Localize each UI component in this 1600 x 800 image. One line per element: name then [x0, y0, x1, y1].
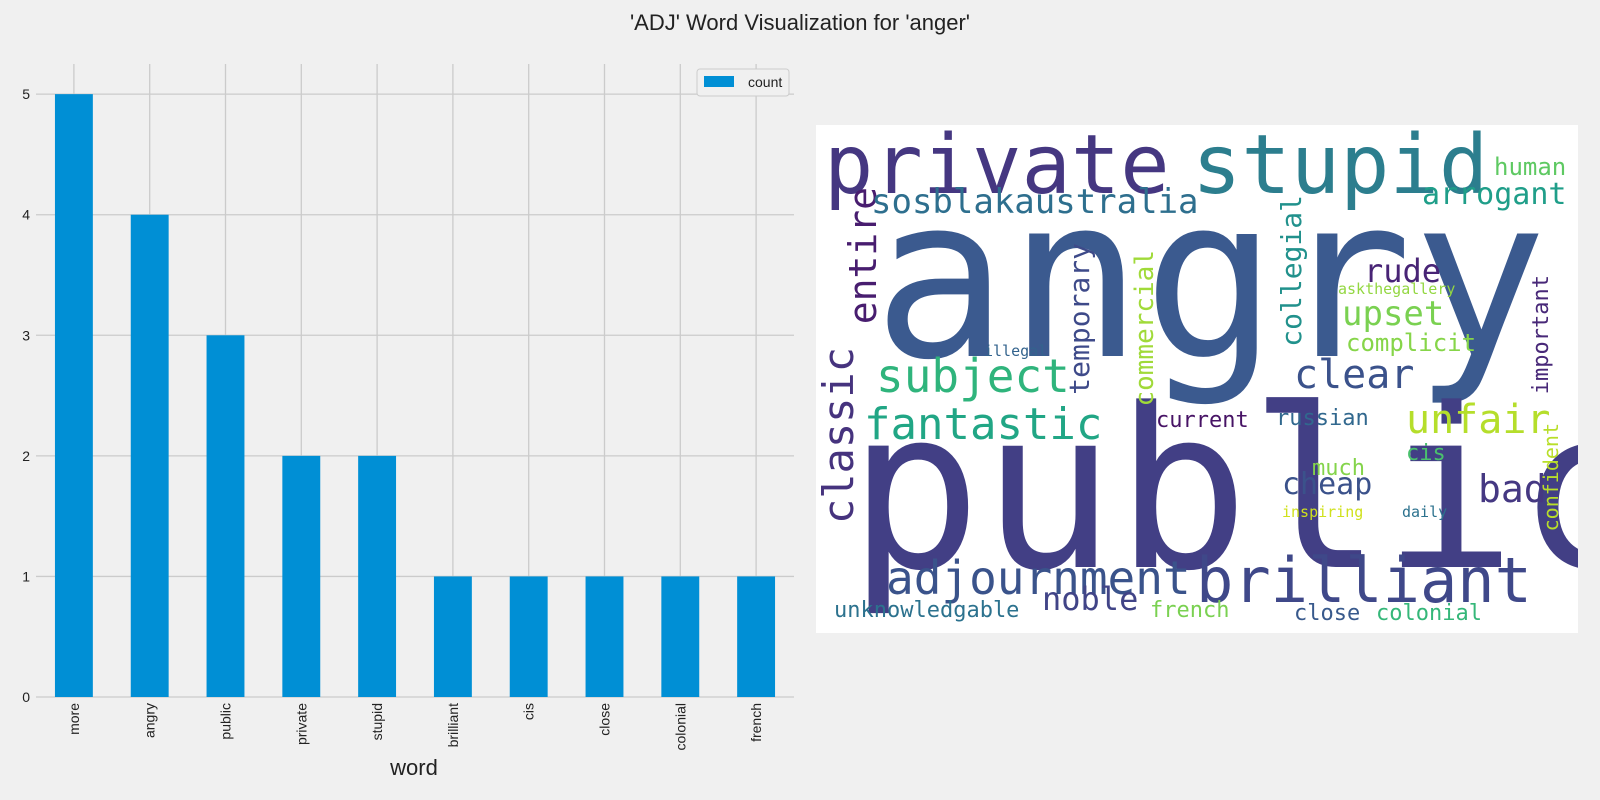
cloud-word-collegial: collegial — [1275, 195, 1308, 347]
cloud-word-noble: noble — [1042, 580, 1139, 618]
bar-private — [282, 455, 321, 697]
x-tick-label: private — [293, 703, 309, 745]
cloud-word-cis: cis — [1406, 441, 1446, 466]
cloud-word-unknowledgable: unknowledgable — [834, 598, 1020, 623]
legend-swatch — [704, 76, 734, 87]
bars — [54, 94, 776, 697]
cloud-word-unfair: unfair — [1406, 397, 1551, 443]
cloud-word-fantastic: fantastic — [864, 399, 1103, 450]
bar-close — [585, 576, 624, 697]
cloud-word-stupid: stupid — [1192, 125, 1489, 213]
x-tick-label: french — [748, 703, 764, 742]
x-tick-label: stupid — [369, 703, 385, 740]
legend-box — [696, 68, 790, 97]
cloud-word-upset: upset — [1342, 294, 1445, 334]
cloud-word-important: important — [1529, 275, 1554, 395]
y-tick-label: 4 — [22, 207, 30, 223]
bar-chart: 0 1 2 3 4 5 more angry public private stupid brill… — [22, 64, 794, 780]
cloud-word-daily: daily — [1402, 503, 1448, 521]
cloud-word-brilliant: brilliant — [1196, 544, 1532, 617]
bar-public — [206, 335, 245, 697]
bar-colonial — [661, 576, 700, 697]
cloud-word-private: private — [824, 125, 1170, 213]
legend: count — [696, 68, 790, 97]
cloud-word-angry: angry — [873, 148, 1548, 409]
bar-french — [737, 576, 776, 697]
x-tick-label: brilliant — [445, 703, 461, 747]
y-tick-label: 1 — [22, 568, 30, 584]
legend-label: count — [748, 74, 782, 90]
cloud-word-clear: clear — [1294, 352, 1415, 398]
y-tick-label: 5 — [22, 86, 30, 102]
cloud-word-rude: rude — [1364, 252, 1442, 290]
cloud-word-adjournment: adjournment — [886, 551, 1191, 605]
x-tick-label: angry — [142, 703, 158, 738]
cloud-word-french: french — [1150, 598, 1230, 623]
bar-more — [54, 94, 93, 697]
y-tick-label: 3 — [22, 327, 30, 343]
cloud-word-bad: bad — [1478, 467, 1547, 511]
cloud-word-confident: confident — [1539, 423, 1563, 532]
x-tick-label: colonial — [672, 703, 688, 750]
y-tick-label: 2 — [22, 448, 30, 464]
cloud-word-much: much — [1312, 456, 1365, 481]
word-cloud: angry public private stupid brilliant adjourn… — [816, 125, 1578, 633]
cloud-word-illegal: illegal — [984, 342, 1048, 360]
cloud-word-arrogant: arrogant — [1422, 177, 1567, 212]
figure-title: 'ADJ' Word Visualization for 'anger' — [629, 10, 971, 35]
x-axis-label: word — [389, 755, 438, 780]
cloud-word-commercial: commercial — [1130, 250, 1160, 407]
cloud-word-cheap: cheap — [1282, 467, 1373, 502]
cloud-word-public: public — [848, 362, 1578, 620]
x-tick-label: more — [66, 703, 82, 735]
cloud-word-close: close — [1294, 601, 1361, 626]
bar-angry — [130, 214, 169, 697]
x-tick-labels: more angry public private stupid brilliant cis… — [66, 703, 764, 751]
cloud-word-colonial: colonial — [1376, 601, 1482, 626]
bar-cis — [509, 576, 548, 697]
cloud-word-temporary: temporary — [1063, 243, 1096, 395]
cloud-word-inspiring: inspiring — [1282, 503, 1364, 521]
y-tick-label: 0 — [22, 689, 30, 705]
cloud-word-complicit: complicit — [1346, 329, 1477, 357]
bar-brilliant — [433, 576, 472, 697]
x-tick-label: public — [218, 703, 234, 740]
cloud-word-classic: classic — [816, 347, 863, 525]
cloud-word-subject: subject — [876, 349, 1070, 403]
cloud-word-askthegallery: askthegallery — [1338, 280, 1456, 298]
bar-stupid — [358, 455, 397, 697]
cloud-word-current: current — [1156, 408, 1249, 433]
cloud-word-human: human — [1494, 153, 1567, 181]
x-tick-label: cis — [521, 703, 537, 720]
y-tick-labels: 0 1 2 3 4 5 — [22, 86, 30, 705]
cloud-word-russian: russian — [1276, 406, 1369, 431]
x-tick-label: close — [597, 703, 613, 736]
cloud-word-sosblakaustralia: sosblakaustralia — [871, 182, 1199, 222]
